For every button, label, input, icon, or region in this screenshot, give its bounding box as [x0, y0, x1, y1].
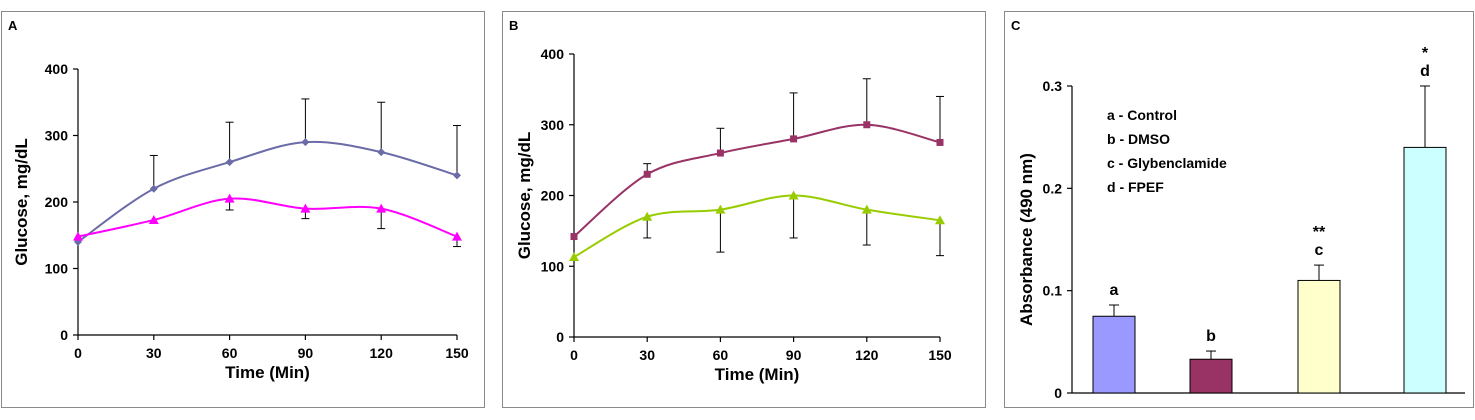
data-point — [225, 158, 234, 167]
data-point — [377, 148, 386, 157]
data-point — [861, 204, 872, 214]
data-point — [863, 121, 871, 129]
data-point — [788, 190, 799, 200]
data-point — [224, 193, 235, 203]
data-point — [73, 231, 83, 241]
y-tick-label: 100 — [45, 261, 69, 277]
data-point — [935, 215, 945, 225]
panel-label: A — [8, 18, 18, 33]
data-point — [643, 170, 651, 178]
x-tick-label: 120 — [370, 345, 394, 361]
data-point — [149, 184, 158, 193]
significance-marker: * — [1422, 45, 1429, 62]
data-point — [716, 149, 724, 157]
bar — [1297, 279, 1341, 394]
y-tick-label: 0 — [556, 329, 564, 345]
x-tick-label: 90 — [786, 347, 802, 363]
panel-label: C — [1011, 18, 1021, 33]
series-line — [573, 194, 941, 258]
y-tick-label: 0.1 — [1043, 283, 1063, 299]
y-tick-label: 0.2 — [1043, 180, 1063, 196]
data-point — [453, 171, 461, 180]
y-tick-label: 0 — [1054, 385, 1062, 401]
y-tick-label: 0 — [60, 327, 68, 343]
legend-entry: c - Glybenclamide — [1107, 155, 1227, 171]
x-axis-title: Time (Min) — [225, 363, 310, 382]
y-tick-label: 400 — [541, 46, 565, 62]
x-axis-title: Time (Min) — [715, 365, 800, 384]
data-point — [301, 138, 310, 147]
y-tick-label: 100 — [541, 258, 565, 274]
data-point — [376, 203, 387, 213]
x-tick-label: 30 — [146, 345, 162, 361]
chart-panel-a: A 0 100 200 300 400 0 30 60 90 120 150 Time (Min) Gl… — [1, 11, 485, 408]
bar-label: c — [1315, 242, 1324, 259]
x-tick-label: 150 — [928, 347, 952, 363]
bar-label: d — [1420, 63, 1430, 80]
x-tick-label: 90 — [298, 345, 314, 361]
y-tick-label: 300 — [45, 128, 69, 144]
y-tick-label: 400 — [45, 61, 69, 77]
y-tick-label: 200 — [45, 194, 69, 210]
data-point — [570, 233, 578, 241]
data-point — [936, 138, 944, 146]
legend-entry: b - DMSO — [1107, 131, 1170, 147]
data-point — [148, 214, 159, 224]
legend-entry: d - FPEF — [1107, 179, 1164, 195]
panel-label: B — [509, 18, 519, 33]
chart-a-svg: 0 100 200 300 400 0 30 60 90 120 150 Time (Min) Gluc… — [12, 61, 469, 382]
y-axis-title: Glucose, mg/dL — [12, 138, 31, 266]
series-line — [77, 197, 458, 238]
data-point — [300, 203, 311, 213]
bar — [1403, 146, 1447, 394]
bar — [1189, 358, 1233, 394]
bar — [1092, 315, 1136, 394]
chart-b-svg: 0 100 200 300 400 0 30 60 90 120 150 Time (Min) Gluc… — [515, 46, 952, 384]
data-point — [452, 231, 462, 241]
y-axis-title: Glucose, mg/dL — [515, 132, 534, 260]
y-tick-label: 0.3 — [1043, 78, 1063, 94]
y-axis-title: Absorbance (490 nm) — [1017, 153, 1036, 326]
data-point — [790, 135, 798, 143]
x-tick-label: 0 — [74, 345, 82, 361]
series-line — [573, 123, 941, 238]
y-tick-label: 300 — [541, 117, 565, 133]
series-line — [77, 140, 458, 243]
chart-panel-c: C 0 0.1 0.2 0.3 Absorbance (490 nm) a b c ** d * a … — [1004, 11, 1474, 408]
data-point — [715, 204, 726, 214]
y-tick-label: 200 — [541, 188, 565, 204]
significance-marker: ** — [1313, 224, 1326, 241]
x-tick-label: 150 — [445, 345, 469, 361]
bar-label: b — [1206, 328, 1216, 345]
data-point — [569, 252, 579, 262]
chart-panel-b: B 0 100 200 300 400 0 30 60 90 120 150 Time (Min) Gl… — [502, 11, 986, 408]
x-tick-label: 60 — [222, 345, 238, 361]
data-point — [642, 211, 653, 221]
x-tick-label: 30 — [639, 347, 655, 363]
x-tick-label: 120 — [855, 347, 879, 363]
x-tick-label: 0 — [570, 347, 578, 363]
x-tick-label: 60 — [713, 347, 729, 363]
legend-entry: a - Control — [1107, 107, 1177, 123]
bar-label: a — [1110, 282, 1119, 299]
chart-c-svg: 0 0.1 0.2 0.3 Absorbance (490 nm) a b c** d* a - … — [1017, 45, 1465, 401]
